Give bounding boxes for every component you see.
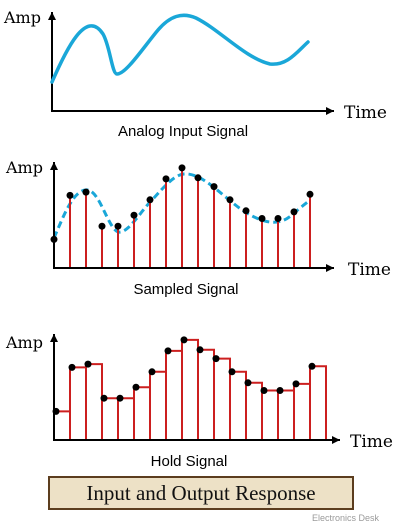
- analog-panel: Amp Time Analog Input Signal: [3, 8, 387, 140]
- hold-point: [180, 336, 188, 344]
- sample-points: [50, 164, 314, 243]
- hold-amp-label: Amp: [5, 333, 43, 352]
- hold-time-label: Time: [350, 432, 393, 452]
- hold-point: [68, 363, 76, 371]
- sample-point: [242, 207, 250, 215]
- analog-caption: Analog Input Signal: [118, 123, 248, 140]
- sample-point: [210, 183, 218, 191]
- hold-point: [276, 387, 284, 394]
- hold-point: [244, 379, 252, 387]
- hold-point: [132, 383, 140, 391]
- sampled-amp-label: Amp: [5, 158, 43, 177]
- sample-point: [146, 196, 154, 204]
- sampled-time-label: Time: [348, 260, 391, 280]
- hold-caption: Hold Signal: [151, 453, 228, 470]
- sample-point: [274, 215, 282, 222]
- analog-time-label: Time: [344, 103, 387, 123]
- hold-point: [84, 360, 92, 368]
- sampled-panel: Amp Time Sampled Signal: [5, 158, 391, 298]
- sample-stems: [53, 167, 311, 268]
- hold-panel: Amp Time Hold Signal: [5, 333, 393, 470]
- hold-points: [52, 336, 316, 415]
- hold-point: [260, 387, 268, 394]
- hold-point: [292, 380, 300, 388]
- sample-point: [290, 208, 298, 216]
- analog-amp-label: Amp: [3, 8, 41, 27]
- hold-point: [308, 362, 316, 370]
- response-banner: Input and Output Response: [48, 476, 354, 510]
- hold-point: [212, 355, 220, 363]
- sample-point: [130, 211, 138, 219]
- sample-point: [98, 222, 106, 230]
- sample-point: [114, 222, 122, 230]
- hold-point: [148, 368, 156, 376]
- sampled-caption: Sampled Signal: [133, 281, 238, 298]
- sample-point: [226, 196, 234, 204]
- analog-curve: [50, 13, 310, 84]
- hold-point: [164, 347, 172, 355]
- sample-point: [258, 215, 266, 222]
- hold-point: [196, 346, 204, 354]
- hold-point: [228, 368, 236, 376]
- hold-point: [100, 394, 108, 402]
- hold-step-path: [54, 338, 327, 440]
- sample-point: [306, 190, 314, 198]
- hold-point: [116, 394, 124, 402]
- sample-point: [162, 175, 170, 183]
- sample-point: [178, 164, 186, 172]
- watermark: Electronics Desk: [312, 513, 380, 523]
- sample-point: [82, 188, 90, 196]
- sample-point: [194, 174, 202, 182]
- sample-point: [66, 191, 74, 199]
